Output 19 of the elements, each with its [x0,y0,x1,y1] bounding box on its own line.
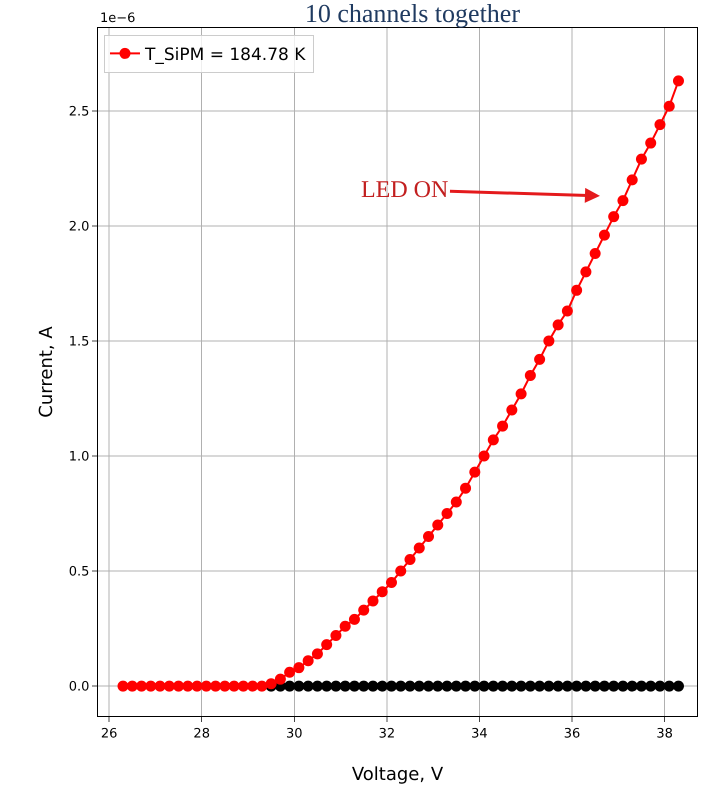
y-tick-label: 2.0 [68,219,90,234]
x-tick-label: 32 [378,726,396,742]
x-tick-label: 28 [193,726,210,742]
annotation: LED ON [361,177,448,203]
y-tick-label: 0.5 [68,564,90,580]
x-tick-label: 38 [656,726,673,742]
x-tick-label: 30 [286,726,303,742]
x-axis-title: Voltage, V [352,764,444,785]
y-axis-title: Current, A [36,326,57,418]
y-tick-label: 1.0 [68,450,90,465]
y-tick-label: 1.5 [68,334,90,350]
chart-title: 10 channels together [304,0,520,28]
x-tick-label: 36 [564,726,580,742]
x-tick-label: 26 [100,726,118,742]
text: 1e−6 [100,11,136,26]
x-tick-label: 34 [471,726,488,742]
y-tick-label: 2.5 [68,104,90,120]
legend-label: T_SiPM = 184.78 K [144,45,306,66]
y-tick-label: 0.0 [68,680,90,695]
